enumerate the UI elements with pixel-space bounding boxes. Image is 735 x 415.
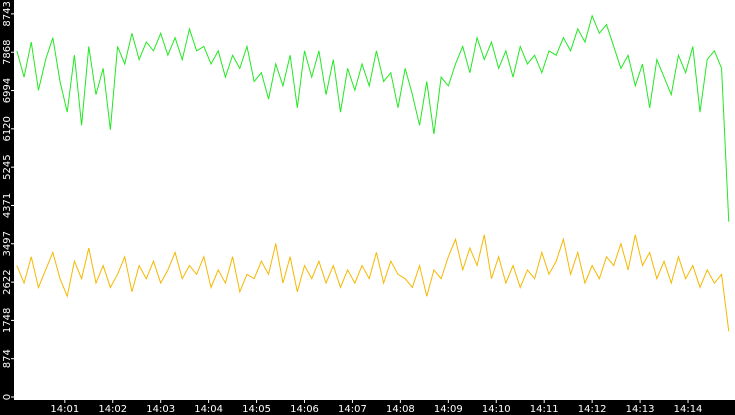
y-tick-label: 4371 (2, 193, 13, 218)
y-axis-strip (0, 0, 14, 415)
x-tick-label: 14:07 (338, 404, 367, 415)
x-axis-strip (0, 400, 735, 415)
x-tick-label: 14:04 (194, 404, 223, 415)
y-tick-label: 2622 (2, 269, 13, 294)
y-tick-label: 3497 (2, 231, 13, 256)
x-tick-label: 14:03 (146, 404, 175, 415)
x-tick-label: 14:01 (50, 404, 79, 415)
series-line (16, 14, 730, 222)
x-tick-label: 14:12 (578, 404, 607, 415)
y-tick-label: 1748 (2, 308, 13, 333)
x-tick-label: 14:06 (290, 404, 319, 415)
x-tick-label: 14:02 (98, 404, 127, 415)
y-tick-label: 8743 (2, 1, 13, 26)
x-tick-label: 14:14 (674, 404, 703, 415)
y-tick-label: 0 (2, 394, 13, 400)
y-tick-label: 5245 (2, 154, 13, 179)
y-tick-label: 7868 (2, 40, 13, 65)
x-tick-label: 14:08 (386, 404, 415, 415)
y-tick-label: 6120 (2, 116, 13, 141)
y-tick-label: 6994 (2, 78, 13, 103)
x-tick-label: 14:13 (626, 404, 655, 415)
x-tick-label: 14:05 (242, 404, 271, 415)
x-tick-label: 14:11 (530, 404, 559, 415)
series-line (16, 234, 730, 332)
x-tick-label: 14:10 (482, 404, 511, 415)
x-tick-label: 14:09 (434, 404, 463, 415)
y-tick-label: 874 (2, 349, 13, 368)
